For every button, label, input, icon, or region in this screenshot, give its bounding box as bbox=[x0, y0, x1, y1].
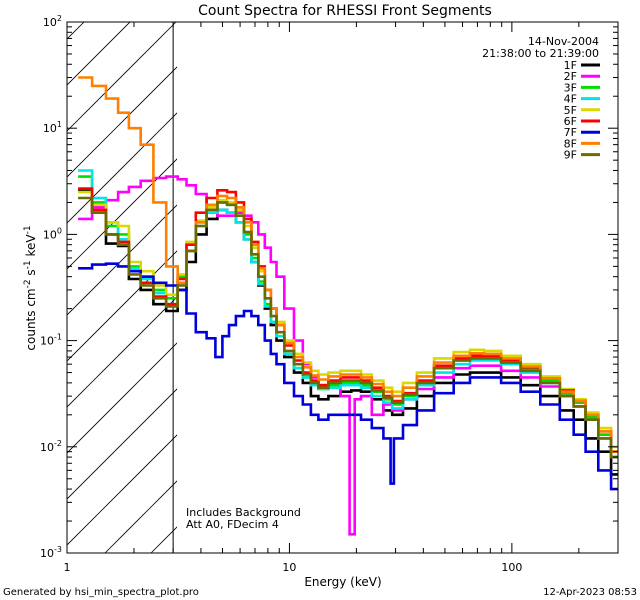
y-axis-label-tail: keV bbox=[24, 234, 38, 261]
series-group bbox=[78, 76, 618, 536]
x-tick-label: 100 bbox=[501, 561, 522, 574]
hatch-line bbox=[243, 0, 640, 553]
legend-label-9F: 9F bbox=[564, 149, 577, 162]
y-axis-label-base: counts cm bbox=[24, 288, 38, 350]
hatch-line bbox=[67, 388, 177, 500]
y-tick-labels: 102 101 100 10-1 10-2 10-3 bbox=[40, 14, 62, 560]
y-tick-label: 102 bbox=[43, 14, 62, 29]
y-axis-label-exp3: -1 bbox=[23, 225, 33, 234]
excluded-region bbox=[67, 0, 640, 553]
annotation-time-range: 21:38:00 to 21:39:00 bbox=[482, 47, 599, 60]
legend-label-2F: 2F bbox=[564, 70, 577, 83]
y-tick-label: 10-1 bbox=[40, 333, 62, 348]
x-tick-label: 10 bbox=[282, 561, 296, 574]
y-tick-label: 10-2 bbox=[40, 439, 62, 454]
hatch-line bbox=[67, 22, 177, 132]
y-tick-label: 101 bbox=[43, 120, 62, 135]
hatch-line bbox=[67, 158, 177, 270]
hatch-line bbox=[67, 204, 177, 316]
legend-label-7F: 7F bbox=[564, 126, 577, 139]
hatch-line bbox=[67, 66, 177, 178]
legend-label-5F: 5F bbox=[564, 104, 577, 117]
hatch-line bbox=[67, 296, 177, 408]
x-tick-labels: 1 10 100 bbox=[64, 561, 523, 574]
y-axis-label: counts cm-2 s-1 keV-1 bbox=[23, 225, 38, 350]
axis-ticks bbox=[66, 21, 619, 554]
series-line-9F bbox=[78, 196, 618, 459]
y-tick-label: 10-3 bbox=[40, 545, 62, 560]
legend-label-3F: 3F bbox=[564, 81, 577, 94]
x-tick-label: 1 bbox=[64, 561, 71, 574]
legend-label-1F: 1F bbox=[564, 59, 577, 72]
x-axis-label: Energy (keV) bbox=[304, 575, 381, 589]
y-axis-label-exp2: -1 bbox=[23, 260, 33, 269]
chart-title: Count Spectra for RHESSI Front Segments bbox=[198, 3, 492, 19]
y-tick-label: 100 bbox=[43, 226, 62, 241]
series-line-2F bbox=[78, 175, 618, 536]
y-axis-label-mid: s bbox=[24, 269, 38, 279]
plot-date-footer: 12-Apr-2023 08:53 bbox=[543, 587, 637, 598]
hatch-line bbox=[67, 434, 177, 546]
legend-label-8F: 8F bbox=[564, 137, 577, 150]
y-axis-label-exp1: -2 bbox=[23, 279, 33, 288]
legend-label-6F: 6F bbox=[564, 115, 577, 128]
hatch-line bbox=[67, 250, 177, 362]
annotation-atten-note: Att A0, FDecim 4 bbox=[186, 518, 279, 531]
legend-label-4F: 4F bbox=[564, 93, 577, 106]
generated-by-footer: Generated by hsi_min_spectra_plot.pro bbox=[3, 587, 199, 598]
annotation-date: 14-Nov-2004 bbox=[528, 35, 599, 48]
plot-frame bbox=[66, 21, 619, 554]
annotation-background-note: Includes Background bbox=[186, 506, 301, 519]
